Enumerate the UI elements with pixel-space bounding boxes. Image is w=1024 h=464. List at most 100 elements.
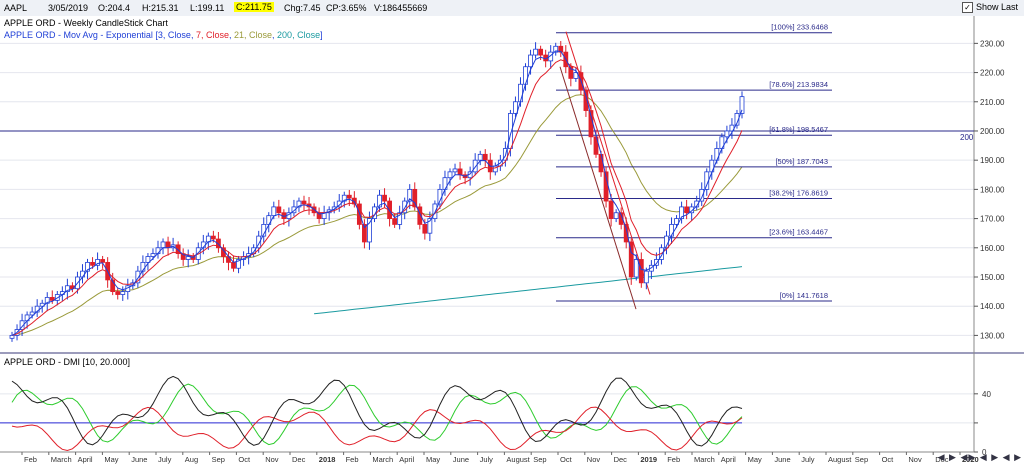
- price-tick-label: 140.00: [980, 302, 1005, 311]
- x-tick-label: Nov: [265, 455, 279, 464]
- candle-up: [694, 200, 700, 208]
- fib-level-label: [61.8%] 198.5467: [769, 125, 828, 134]
- show-last-toggle[interactable]: ✓ Show Last: [961, 2, 1018, 14]
- candle-up: [654, 259, 659, 266]
- x-tick-label: Sep: [212, 455, 225, 464]
- fib-level-label: [0%] 141.7618: [780, 291, 828, 300]
- candle-up: [341, 194, 347, 202]
- candle-down: [538, 48, 544, 56]
- x-tick-label: 2018: [319, 455, 336, 464]
- hline-label: 200: [960, 133, 974, 142]
- ema3-line: [11, 50, 743, 336]
- candle-up: [477, 153, 483, 161]
- candle-down: [382, 194, 387, 202]
- x-tick-label: March: [372, 455, 393, 464]
- dmi-tick-label: 0: [982, 448, 987, 457]
- price-tick-label: 180.00: [980, 185, 1005, 194]
- candle-up: [674, 218, 679, 225]
- candle-up: [689, 206, 695, 214]
- candle-up: [452, 168, 458, 173]
- candle-down: [457, 168, 463, 176]
- candle-down: [100, 259, 106, 263]
- ema3-path: [11, 50, 743, 336]
- candle-up: [145, 256, 151, 263]
- open-label: O:204.4: [98, 3, 131, 13]
- fib-level-label: [78.6%] 213.9834: [769, 80, 828, 89]
- candle-down: [422, 224, 428, 234]
- ema200-path: [314, 266, 743, 315]
- candle-up: [80, 270, 85, 278]
- plus-di-line: [11, 383, 743, 446]
- candle-up: [447, 171, 453, 179]
- ma-param-21: 21, Close: [234, 30, 272, 40]
- toolbar: AAPL 3/05/2019 O:204.4 H:215.31 L:199.11…: [0, 0, 1024, 17]
- candle-down: [231, 261, 236, 269]
- candle-up: [699, 188, 705, 202]
- candle-up: [64, 285, 70, 292]
- candle-up: [85, 261, 90, 272]
- candle-up: [9, 334, 15, 339]
- x-tick-label: Sep: [533, 455, 546, 464]
- candle-down: [482, 153, 488, 161]
- show-last-checkbox[interactable]: ✓: [961, 2, 973, 14]
- low-label: L:199.11: [190, 3, 225, 13]
- x-tick-label: Dec: [935, 455, 949, 464]
- ema21-line: [11, 94, 743, 336]
- x-tick-label: Oct: [238, 455, 251, 464]
- adx-line: [11, 375, 743, 447]
- ma-param-200: 200, Close: [277, 30, 320, 40]
- candle-down: [210, 235, 216, 240]
- x-tick-label: April: [721, 455, 736, 464]
- x-tick-label: August: [828, 455, 852, 464]
- candle-up: [734, 113, 740, 126]
- candle-up: [402, 200, 408, 214]
- candle-up: [377, 194, 382, 208]
- price-tick-label: 190.00: [980, 156, 1005, 165]
- candle-up: [120, 291, 126, 295]
- price-tick-label: 160.00: [980, 244, 1005, 253]
- x-tick-label: July: [480, 455, 494, 464]
- candle-down: [684, 206, 690, 214]
- candle-up: [643, 270, 649, 284]
- candle-up: [679, 206, 684, 219]
- x-tick-label: March: [694, 455, 715, 464]
- candle-down: [628, 241, 634, 278]
- candle-down: [180, 253, 186, 260]
- candle-up: [397, 212, 403, 225]
- candle-down: [346, 194, 352, 199]
- dmi-tick-label: 40: [982, 390, 991, 399]
- x-tick-label: March: [51, 455, 72, 464]
- fib-level-label: [100%] 233.6468: [771, 23, 828, 32]
- candle-up: [533, 48, 538, 56]
- candle-down: [115, 291, 121, 295]
- ema21-path: [11, 94, 743, 336]
- price-chart-title: APPLE ORD - Weekly CandleStick Chart: [4, 18, 168, 28]
- dmi-chart-title: APPLE ORD - DMI [10, 20.000]: [4, 357, 130, 367]
- change-pct-label: CP:3.65%: [326, 3, 367, 13]
- navigation-controls[interactable]: ◀ ▶ ◀▶ ◀ ▶ ◀ ▶: [937, 452, 1022, 462]
- x-tick-label: April: [399, 455, 414, 464]
- candle-down: [276, 206, 282, 214]
- candle-down: [598, 153, 604, 173]
- candle-up: [296, 200, 302, 208]
- volume-label: V:186455669: [374, 3, 428, 13]
- x-tick-label: Sep: [855, 455, 868, 464]
- candle-down: [638, 259, 644, 284]
- dmi-lines: [0, 375, 743, 452]
- price-tick-label: 210.00: [980, 98, 1005, 107]
- x-tick-label: Feb: [346, 455, 359, 464]
- x-tick-label: Dec: [292, 455, 306, 464]
- price-tick-label: 130.00: [980, 331, 1005, 340]
- candle-up: [19, 320, 25, 330]
- price-axis: 130.00 140.00 150.00 160.00 170.00 180.00 190.…: [974, 39, 1005, 340]
- candle-down: [583, 89, 589, 111]
- show-last-label: Show Last: [975, 2, 1018, 12]
- x-tick-label: June: [453, 455, 469, 464]
- candle-up: [256, 235, 262, 249]
- candle-down: [417, 206, 423, 225]
- candle-up: [739, 96, 745, 114]
- candle-up: [513, 101, 518, 114]
- candle-down: [392, 218, 398, 225]
- fib-level-label: [38.2%] 176.8619: [769, 189, 828, 198]
- x-tick-label: July: [801, 455, 815, 464]
